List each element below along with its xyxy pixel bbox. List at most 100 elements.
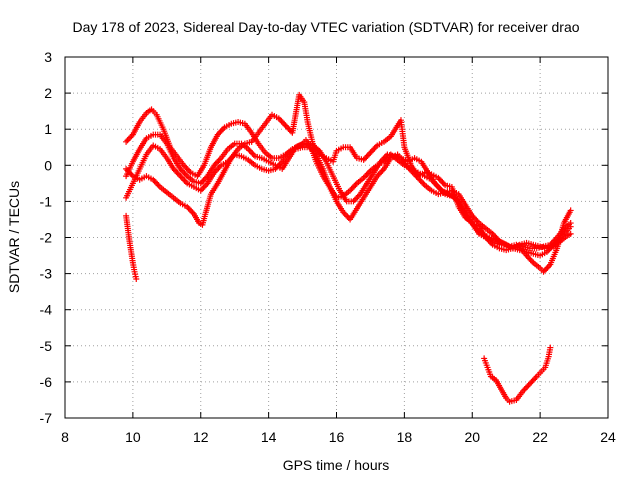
data-point — [133, 276, 140, 283]
data-point — [177, 173, 184, 180]
data-point — [567, 207, 574, 214]
plot-frame — [64, 56, 609, 419]
data-point — [282, 122, 289, 129]
data-point — [526, 380, 533, 387]
data-point — [278, 118, 285, 125]
chart-title: Day 178 of 2023, Sidereal Day-to-day VTE… — [72, 19, 579, 35]
data-point — [371, 145, 378, 152]
data-point — [173, 168, 180, 175]
data-point — [363, 172, 370, 179]
x-tick-label: 8 — [61, 429, 69, 445]
data-point — [123, 138, 130, 145]
data-point — [199, 178, 206, 185]
data-point — [370, 146, 377, 153]
y-tick-label: -1 — [40, 193, 53, 209]
y-tick-label: 0 — [44, 157, 52, 173]
x-tick-label: 24 — [600, 429, 616, 445]
data-point — [343, 212, 350, 219]
data-point — [547, 344, 554, 351]
data-point — [527, 256, 534, 263]
data-point — [125, 135, 132, 142]
data-point — [246, 147, 253, 154]
data-point — [528, 379, 535, 386]
data-point — [349, 184, 356, 191]
data-point — [364, 152, 371, 159]
data-point — [529, 377, 536, 384]
data-point — [378, 168, 385, 175]
series-trace-5 — [123, 212, 140, 283]
data-point — [368, 148, 375, 155]
data-point — [279, 119, 286, 126]
data-point — [155, 182, 162, 189]
data-point — [351, 196, 358, 203]
y-tick-label: -3 — [40, 266, 53, 282]
data-point — [178, 174, 185, 181]
data-point — [362, 173, 369, 180]
data-point — [439, 179, 446, 186]
data-point — [524, 383, 531, 390]
grid — [65, 57, 608, 418]
data-point — [367, 149, 374, 156]
x-tick-label: 20 — [464, 429, 480, 445]
data-point — [174, 170, 181, 177]
data-point — [544, 264, 551, 271]
data-point — [524, 253, 531, 260]
y-tick-label: 3 — [44, 49, 52, 65]
data-point — [344, 213, 351, 220]
x-tick-label: 10 — [125, 429, 141, 445]
x-tick-label: 12 — [193, 429, 209, 445]
data-point — [352, 181, 359, 188]
data-point — [124, 137, 131, 144]
data-point — [181, 177, 188, 184]
series-trace-4 — [123, 91, 574, 275]
y-tick-label: 2 — [44, 85, 52, 101]
data-point — [543, 265, 550, 272]
data-point — [351, 183, 358, 190]
x-axis-label: GPS time / hours — [283, 457, 390, 473]
data-point — [180, 176, 187, 183]
data-point — [526, 255, 533, 262]
data-point — [215, 165, 222, 172]
data-point — [216, 156, 223, 163]
data-point — [199, 186, 206, 193]
data-point — [567, 223, 574, 230]
data-point — [188, 208, 195, 215]
data-point — [353, 195, 360, 202]
x-tick-label: 18 — [397, 429, 413, 445]
data-point — [362, 155, 369, 162]
data-point — [201, 183, 208, 190]
data-point — [531, 376, 538, 383]
data-point — [247, 148, 254, 155]
data-point — [127, 134, 134, 141]
data-point — [286, 126, 293, 133]
y-tick-label: -5 — [40, 338, 53, 354]
series-trace-6 — [481, 344, 554, 405]
data-point — [281, 121, 288, 128]
y-tick-label: 1 — [44, 121, 52, 137]
data-point — [152, 179, 159, 186]
data-point — [218, 127, 225, 134]
x-tick-label: 22 — [532, 429, 548, 445]
data-point — [249, 150, 256, 157]
data-point — [521, 386, 528, 393]
data-point — [420, 180, 427, 187]
data-point — [215, 157, 222, 164]
y-axis-label: SDTVAR / TECUs — [6, 181, 22, 293]
data-point — [528, 258, 535, 265]
data-point — [419, 179, 426, 186]
y-tick-label: -7 — [40, 410, 53, 426]
x-tick-label: 14 — [261, 429, 277, 445]
data-point — [532, 374, 539, 381]
data-point — [417, 177, 424, 184]
data-point — [186, 206, 193, 213]
data-point — [154, 181, 161, 188]
data-series — [123, 91, 574, 405]
data-point — [522, 385, 529, 392]
y-tick-label: -6 — [40, 374, 53, 390]
data-point — [348, 186, 355, 193]
data-point — [217, 128, 224, 135]
y-tick-label: -4 — [40, 302, 53, 318]
data-point — [525, 382, 532, 389]
